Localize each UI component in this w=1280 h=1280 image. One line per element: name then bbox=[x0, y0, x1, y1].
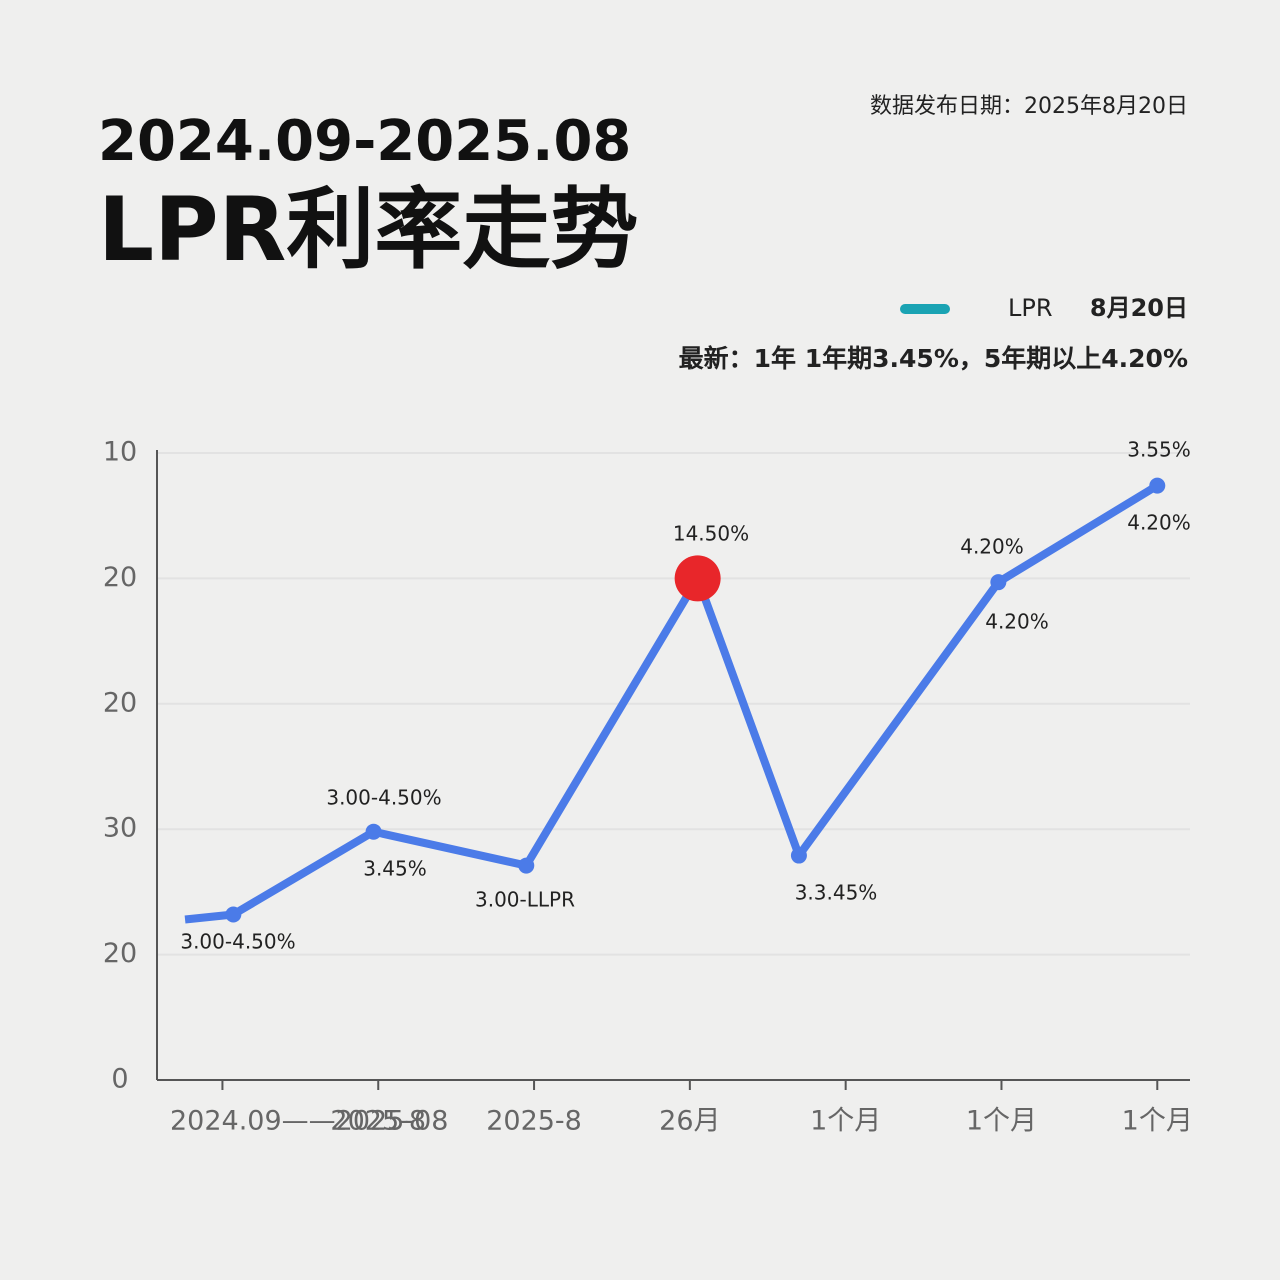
data-label: 3.00-4.50% bbox=[180, 930, 295, 954]
point bbox=[990, 574, 1007, 591]
x-tick-label: 1个月 bbox=[810, 1106, 881, 1137]
y-tick-label: 20 bbox=[103, 938, 137, 969]
data-label: 3.00-LLPR bbox=[475, 888, 575, 912]
chart-title: 2024.09-2025.08 bbox=[98, 109, 631, 174]
x-tick-label: 2025-8 bbox=[330, 1106, 426, 1137]
point bbox=[1149, 477, 1166, 494]
line bbox=[184, 482, 1160, 924]
y-tick-label: 10 bbox=[103, 437, 137, 468]
data-label: 4.20% bbox=[1127, 511, 1191, 535]
legend-label: LPR bbox=[1008, 294, 1053, 322]
x-tick-label: 1个月 bbox=[1122, 1106, 1193, 1137]
x-tick-label: 1个月 bbox=[966, 1106, 1037, 1137]
data-label: 3.00-4.50% bbox=[326, 786, 441, 810]
data-label: 3.3.45% bbox=[795, 881, 878, 905]
y-tick-label: 0 bbox=[111, 1064, 128, 1095]
highlight-point bbox=[674, 555, 721, 602]
point bbox=[790, 847, 807, 864]
data-label: 4.20% bbox=[985, 610, 1049, 634]
release-date: 数据发布日期：2025年8月20日 bbox=[870, 94, 1188, 119]
x-tick-label: 2024.09——2025-08 bbox=[170, 1106, 448, 1137]
y-tick-label: 20 bbox=[103, 687, 137, 718]
y-tick-label: 20 bbox=[103, 562, 137, 593]
point bbox=[365, 823, 382, 840]
legend-swatch bbox=[900, 304, 950, 314]
y-tick-label: 30 bbox=[103, 813, 137, 844]
data-label: 14.50% bbox=[673, 522, 749, 546]
point bbox=[225, 906, 242, 923]
data-label: 3.55% bbox=[1127, 438, 1191, 462]
legend-date: 8月20日 bbox=[1090, 294, 1188, 322]
data-label: 4.20% bbox=[960, 535, 1024, 559]
note: 最新：1年 1年期3.45%，5年期以上4.20% bbox=[679, 344, 1188, 373]
point bbox=[518, 857, 535, 874]
chart-subtitle: LPR利率走势 bbox=[98, 178, 638, 281]
x-tick-label: 26月 bbox=[659, 1106, 720, 1137]
x-tick-label: 2025-8 bbox=[486, 1106, 582, 1137]
data-label: 3.45% bbox=[363, 857, 427, 881]
